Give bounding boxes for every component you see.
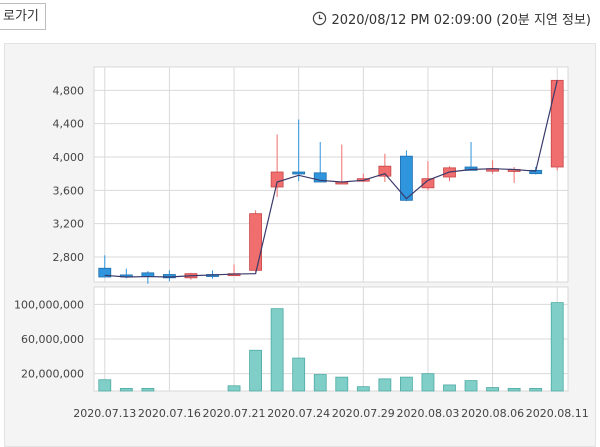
price-plot-area bbox=[93, 66, 569, 283]
volume-bar-13 bbox=[378, 378, 392, 392]
volume-tick-label-0: 20,000,000 bbox=[21, 368, 84, 381]
candle-body-17 bbox=[464, 166, 478, 171]
price-tick-label-0: 2,800 bbox=[53, 251, 85, 264]
candle-body-10 bbox=[313, 172, 327, 183]
volume-bar-7 bbox=[249, 349, 262, 392]
candle-body-9 bbox=[292, 171, 306, 175]
volume-bar-21 bbox=[550, 302, 564, 392]
moving-average-line bbox=[104, 80, 558, 278]
x-tick-label-2: 2020.07.21 bbox=[203, 407, 266, 420]
volume-bar-9 bbox=[292, 357, 306, 392]
volume-bar-16 bbox=[443, 384, 456, 392]
volume-bar-1 bbox=[119, 387, 133, 392]
volume-bar-18 bbox=[486, 387, 499, 392]
candle-body-0 bbox=[98, 267, 112, 278]
volume-bar-11 bbox=[335, 376, 349, 392]
candle-body-14 bbox=[400, 155, 413, 201]
volume-bar-17 bbox=[464, 380, 478, 392]
candle-body-15 bbox=[421, 178, 435, 189]
volume-bar-19 bbox=[507, 387, 521, 392]
candle-body-13 bbox=[378, 165, 392, 177]
back-button[interactable]: 로가기 bbox=[0, 3, 46, 30]
price-tick-label-1: 3,200 bbox=[53, 218, 85, 231]
volume-bar-15 bbox=[421, 373, 435, 392]
candle-body-8 bbox=[270, 171, 284, 188]
volume-bar-10 bbox=[313, 374, 327, 392]
timestamp: 2020/08/12 PM 02:09:00 (20분 지연 정보) bbox=[312, 9, 591, 28]
x-tick-label-6: 2020.08.06 bbox=[461, 407, 524, 420]
volume-bar-0 bbox=[98, 379, 112, 392]
volume-bar-12 bbox=[356, 386, 370, 392]
volume-bar-6 bbox=[227, 385, 241, 392]
x-tick-label-4: 2020.07.29 bbox=[332, 407, 395, 420]
volume-tick-label-1: 60,000,000 bbox=[21, 333, 84, 346]
clock-icon bbox=[313, 11, 327, 26]
price-tick-label-4: 4,400 bbox=[53, 118, 85, 131]
volume-bar-14 bbox=[400, 376, 413, 392]
x-tick-label-3: 2020.07.24 bbox=[267, 407, 330, 420]
volume-bar-8 bbox=[270, 308, 284, 392]
timestamp-text: 2020/08/12 PM 02:09:00 (20분 지연 정보) bbox=[331, 13, 591, 28]
x-tick-label-1: 2020.07.16 bbox=[138, 407, 201, 420]
x-tick-label-7: 2020.08.11 bbox=[526, 407, 589, 420]
candle-body-21 bbox=[550, 79, 564, 168]
candle-body-7 bbox=[249, 213, 262, 271]
price-tick-label-2: 3,600 bbox=[53, 184, 85, 197]
volume-bar-2 bbox=[141, 387, 155, 392]
x-tick-label-0: 2020.07.13 bbox=[73, 407, 136, 420]
price-tick-label-5: 4,800 bbox=[53, 84, 85, 97]
volume-bar-20 bbox=[529, 387, 543, 392]
volume-tick-label-2: 100,000,000 bbox=[14, 298, 84, 311]
price-tick-label-3: 4,000 bbox=[53, 151, 85, 164]
x-tick-label-5: 2020.08.03 bbox=[396, 407, 459, 420]
